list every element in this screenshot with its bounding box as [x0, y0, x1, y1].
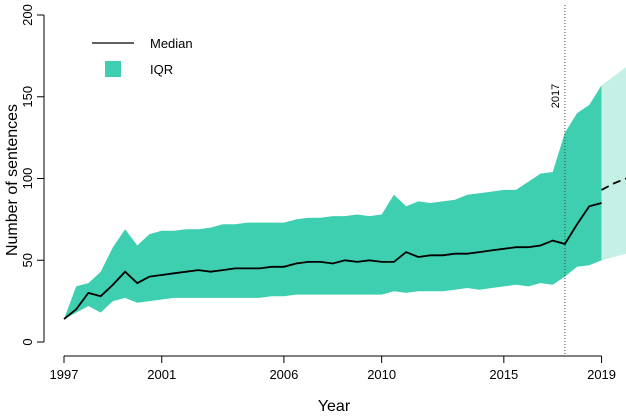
y-axis-title: Number of sentences — [4, 104, 21, 256]
legend: Median IQR — [92, 36, 193, 77]
iqr-band — [64, 85, 602, 320]
x-tick-label: 2006 — [269, 367, 298, 382]
x-axis: 1997 2001 2006 2010 2015 2019 — [50, 355, 616, 382]
median-line — [63, 202, 602, 320]
y-axis: 0 50 100 150 200 — [20, 4, 45, 346]
x-tick-label: 2010 — [367, 367, 396, 382]
x-tick-label: 2015 — [489, 367, 518, 382]
y-tick-label: 150 — [20, 86, 35, 108]
y-tick-label: 200 — [20, 4, 35, 26]
x-axis-title: Year — [318, 398, 351, 415]
x-tick-label: 1997 — [50, 367, 79, 382]
y-tick-label: 0 — [20, 338, 35, 345]
y-tick-label: 50 — [20, 253, 35, 267]
legend-iqr-label: IQR — [150, 62, 173, 77]
annotation-label: 2017 — [550, 84, 562, 108]
x-tick-label: 2001 — [147, 367, 176, 382]
iqr-projection-band — [601, 67, 626, 261]
legend-iqr-swatch — [105, 61, 121, 77]
y-tick-label: 100 — [20, 168, 35, 190]
x-tick-label: 2019 — [587, 367, 616, 382]
iqr-band-group — [64, 67, 626, 320]
legend-median-label: Median — [150, 36, 193, 51]
median-projection-line — [601, 177, 626, 191]
